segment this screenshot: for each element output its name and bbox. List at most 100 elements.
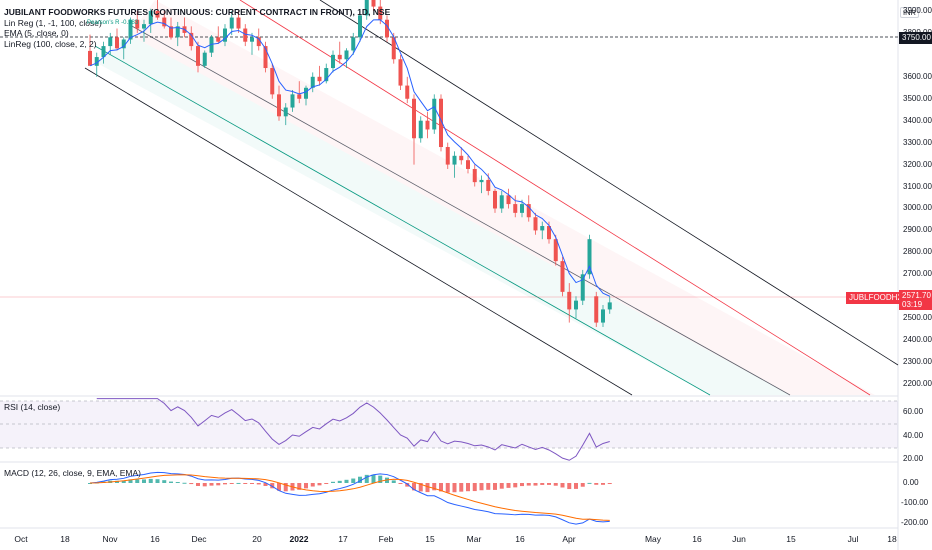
signal-line — [89, 474, 610, 521]
macd-histogram-bar — [121, 480, 126, 483]
price-tick: 3100.00 — [903, 181, 932, 191]
time-tick: 16 — [150, 534, 160, 544]
candle-down — [594, 296, 599, 323]
candle-up — [358, 15, 362, 38]
macd-histogram-bar — [162, 480, 167, 483]
candle-down — [196, 46, 200, 66]
candle-down — [297, 94, 302, 99]
candle-down — [459, 155, 464, 161]
candles-group — [88, 0, 612, 327]
candle-up — [587, 239, 592, 275]
rsi-band — [0, 401, 898, 448]
candle-down — [526, 204, 531, 218]
macd-histogram-bar — [223, 483, 227, 485]
candle-down — [486, 179, 491, 191]
candle-up — [324, 68, 329, 82]
rsi-tick-40: 40.00 — [903, 431, 924, 440]
macd-histogram-bar — [425, 483, 430, 493]
macd-histogram-bar — [135, 479, 140, 483]
macd-histogram-bar — [553, 483, 558, 486]
macd-histogram-bar — [540, 483, 545, 485]
macd-histogram-bar — [331, 481, 335, 483]
price-tick: 2700.00 — [903, 269, 932, 279]
macd-tick-minus100: -100.00 — [901, 498, 929, 507]
legend-linreg-1[interactable]: Lin Reg (1, -1, 100, close) — [4, 17, 102, 28]
rsi-tick-60: 60.00 — [903, 407, 924, 416]
candle-up — [121, 39, 126, 49]
candle-down — [567, 291, 572, 310]
time-tick: Dec — [191, 534, 207, 544]
candle-up — [520, 204, 524, 213]
candle-down — [256, 37, 261, 47]
macd-histogram-bar — [472, 483, 477, 492]
macd-histogram-bar — [520, 483, 524, 487]
outer-upper-line — [319, 0, 899, 366]
macd-histogram-bar — [445, 483, 450, 493]
macd-histogram-bar — [371, 474, 376, 483]
macd-histogram-bar — [277, 483, 281, 491]
candle-up — [229, 17, 234, 29]
macd-histogram-bar — [202, 483, 207, 487]
candle-down — [155, 10, 160, 18]
macd-histogram-bar — [351, 478, 356, 483]
macd-histogram-bar — [412, 483, 416, 491]
price-tick: 2200.00 — [903, 379, 932, 389]
candle-up — [108, 37, 113, 47]
macd-histogram-bar — [358, 476, 362, 483]
macd-histogram-bar — [452, 483, 457, 493]
macd-histogram-bar — [250, 483, 254, 484]
rsi-label[interactable]: RSI (14, close) — [4, 402, 61, 412]
candle-up — [310, 76, 315, 88]
macd-label[interactable]: MACD (12, 26, close, 9, EMA, EMA) — [4, 468, 141, 478]
macd-histogram-bar — [243, 483, 248, 484]
candle-up — [94, 57, 99, 66]
linreg-channel[interactable] — [84, 0, 899, 396]
grid — [0, 0, 899, 550]
macd-histogram-bar — [547, 483, 551, 485]
macd-histogram-bar — [270, 483, 275, 489]
ema-line — [89, 19, 610, 297]
channel-fill-lower — [95, 35, 790, 395]
currency-button[interactable]: INR — [900, 7, 919, 18]
macd-histogram-bar — [391, 480, 396, 483]
macd-histogram-bar — [310, 483, 315, 487]
macd-histogram-bar — [196, 483, 200, 486]
candle-down — [391, 37, 396, 60]
price-tick: 2800.00 — [903, 247, 932, 257]
macd-pane[interactable] — [88, 471, 612, 525]
macd-histogram-bar — [594, 483, 599, 485]
macd-histogram-bar — [587, 482, 592, 484]
time-tick: 15 — [786, 534, 796, 544]
price-tick: 2500.00 — [903, 313, 932, 323]
time-tick: 18 — [60, 534, 70, 544]
candle-down — [405, 85, 410, 99]
legend-linreg-2[interactable]: LinReg (100, close, 2, 2) — [4, 38, 97, 49]
candle-down — [270, 68, 275, 95]
candle-down — [513, 204, 518, 213]
candle-up — [304, 87, 308, 99]
macd-tick-minus200: -200.00 — [901, 518, 929, 527]
macd-tick-0: 0.00 — [903, 478, 919, 487]
macd-histogram-bar — [236, 482, 241, 484]
price-tick: 3900.00 — [903, 5, 932, 15]
macd-histogram-bar — [526, 483, 531, 486]
candle-up — [290, 94, 295, 108]
macd-histogram-bar — [418, 483, 423, 492]
candle-up — [128, 19, 133, 40]
time-tick: Feb — [378, 534, 394, 544]
candle-up — [418, 120, 423, 139]
legend-ema[interactable]: EMA (5, close, 0) — [4, 28, 69, 38]
macd-histogram-bar — [324, 483, 329, 484]
candle-down — [115, 37, 119, 49]
candle-up — [540, 226, 545, 231]
macd-histogram-bar — [607, 483, 612, 485]
macd-histogram-bar — [189, 483, 194, 485]
macd-histogram-bar — [283, 483, 288, 492]
macd-histogram-bar — [574, 483, 578, 489]
macd-histogram-bar — [378, 475, 383, 483]
symbol-title: JUBILANT FOODWORKS FUTURES (CONTINUOUS: … — [4, 7, 391, 17]
rsi-pane[interactable] — [0, 398, 898, 461]
main-legend: JUBILANT FOODWORKS FUTURES (CONTINUOUS: … — [4, 7, 390, 49]
price-tick: 2400.00 — [903, 335, 932, 345]
